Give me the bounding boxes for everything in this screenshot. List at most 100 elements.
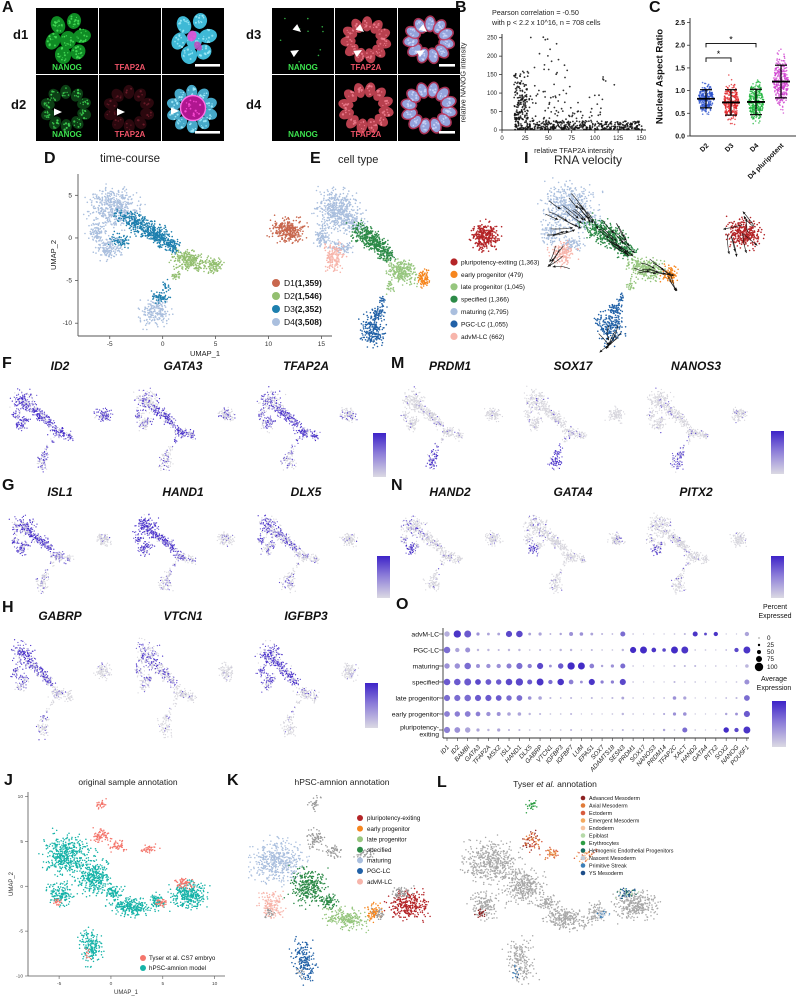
micro-d1-tfap2a: TFAP2A	[99, 8, 161, 74]
micro-d1-merge	[162, 8, 224, 74]
panel-letter-c: C	[649, 0, 661, 16]
panel-b-xlabel: relative TFAP2A intensity	[499, 146, 649, 155]
svg-text:UMAP_2: UMAP_2	[49, 240, 58, 270]
svg-text:150: 150	[636, 136, 647, 142]
micro-d1-nanog: NANOG	[36, 8, 98, 74]
svg-text:-5: -5	[66, 278, 72, 285]
gene-title-isl1: ISL1	[12, 485, 108, 499]
gene-title-id2: ID2	[12, 359, 108, 373]
svg-text:100: 100	[487, 91, 498, 97]
panel-letter-o: O	[396, 597, 408, 613]
svg-text:5: 5	[214, 341, 218, 348]
svg-text:50: 50	[545, 136, 552, 142]
feature-umap-vtcn1	[134, 637, 234, 739]
svg-text:0: 0	[68, 235, 72, 242]
panel-l-title-pre: Tyser	[513, 779, 536, 789]
svg-text:NANOG: NANOG	[288, 63, 318, 72]
panel-e-title: cell type	[338, 154, 378, 166]
svg-text:100: 100	[590, 136, 601, 142]
panel-letter-e: E	[310, 151, 321, 167]
panel-letter-h: H	[2, 600, 14, 616]
dotplot-color-legend-title: Average Expression	[744, 676, 800, 694]
svg-text:NANOG: NANOG	[288, 130, 318, 139]
colorbar-row-m	[771, 431, 784, 474]
micro-d2-tfap2a: TFAP2A	[99, 75, 161, 141]
gene-title-igfbp3: IGFBP3	[258, 609, 354, 623]
colorbar-row-h	[365, 683, 378, 728]
micro-d4-merge	[398, 75, 460, 141]
svg-text:150: 150	[487, 73, 498, 79]
micro-d4-tfap2a: TFAP2A	[335, 75, 397, 141]
feature-umap-gata3	[133, 387, 236, 472]
panel-i-title: RNA velocity	[554, 153, 622, 167]
colorbar-row-g	[377, 556, 390, 598]
panel-k-title: hPSC-amnion annotation	[262, 777, 422, 787]
svg-text:15: 15	[318, 341, 326, 348]
svg-text:TFAP2A: TFAP2A	[351, 63, 382, 72]
svg-text:0: 0	[161, 341, 165, 348]
gene-title-gata4: GATA4	[525, 485, 621, 499]
panel-l-title: Tyser et al. annotation	[465, 779, 645, 789]
feature-umap-hand2	[400, 515, 504, 592]
panel-j-title: original sample annotation	[48, 777, 208, 787]
feature-umap-id2	[9, 388, 114, 473]
svg-text:0: 0	[500, 136, 504, 142]
panel-letter-j: J	[4, 773, 13, 789]
panel-e-umap: pluripotency-exiting (1,363)early progen…	[311, 185, 539, 349]
svg-text:10: 10	[265, 341, 273, 348]
svg-text:125: 125	[613, 136, 624, 142]
feature-umap-hand1	[132, 513, 236, 592]
svg-text:0.5: 0.5	[675, 111, 685, 118]
gene-title-pitx2: PITX2	[648, 485, 744, 499]
svg-text:*: *	[729, 34, 733, 44]
micro-d3-nanog: NANOG	[272, 8, 334, 74]
panel-b-title-line2: with p < 2.2 x 10^16, n = 708 cells	[492, 18, 600, 27]
panel-a-row-label-d1: d1	[13, 27, 28, 42]
svg-text:1.0: 1.0	[675, 88, 685, 95]
gene-title-sox17: SOX17	[525, 359, 621, 373]
feature-umap-gabrp	[10, 639, 113, 741]
svg-text:D2: D2	[699, 142, 710, 153]
feature-umap-dlx5	[257, 514, 359, 594]
svg-text:-5: -5	[107, 341, 113, 348]
svg-text:*: *	[717, 49, 721, 59]
panel-letter-g: G	[2, 478, 14, 494]
panel-letter-n: N	[391, 478, 403, 494]
gene-title-dlx5: DLX5	[258, 485, 354, 499]
feature-umap-sox17	[523, 385, 626, 471]
panel-letter-k: K	[227, 773, 239, 789]
svg-text:50: 50	[490, 110, 497, 116]
feature-umap-igfbp3	[254, 639, 360, 738]
feature-umap-nanos3	[646, 387, 748, 473]
gene-title-hand2: HAND2	[402, 485, 498, 499]
micro-d3-merge	[398, 8, 460, 74]
gene-title-gata3: GATA3	[135, 359, 231, 373]
gene-title-hand1: HAND1	[135, 485, 231, 499]
panel-a-row-label-d2: d2	[11, 97, 26, 112]
svg-text:-10: -10	[63, 320, 73, 327]
panel-a-row-label-d3: d3	[246, 27, 261, 42]
panel-letter-l: L	[437, 775, 447, 791]
panel-e-legend: pluripotency-exiting (1,363)early progen…	[450, 258, 539, 341]
micro-d2-nanog: NANOG	[36, 75, 98, 141]
panel-a-row-label-d4: d4	[246, 97, 261, 112]
dotplot-size-legend-title: Percent Expressed	[746, 604, 800, 622]
micro-d2-merge	[162, 75, 224, 141]
feature-umap-isl1	[8, 514, 112, 595]
svg-text:NANOG: NANOG	[52, 63, 82, 72]
colorbar-row-f	[373, 433, 386, 477]
feature-umap-pitx2	[645, 512, 747, 595]
panel-d-legend: D1(1,359)D2(1,546)D3(2,352)D4(3,508)	[272, 278, 322, 327]
panel-letter-a: A	[2, 0, 14, 16]
gene-title-gabrp: GABRP	[12, 609, 108, 623]
gene-title-tfap2a: TFAP2A	[258, 359, 354, 373]
svg-text:0.0: 0.0	[675, 134, 685, 141]
panel-b-title-line1: Pearson correlation = -0.50	[492, 8, 579, 17]
panel-letter-i: I	[524, 151, 528, 167]
svg-text:TFAP2A: TFAP2A	[115, 130, 146, 139]
panel-letter-m: M	[391, 356, 404, 372]
